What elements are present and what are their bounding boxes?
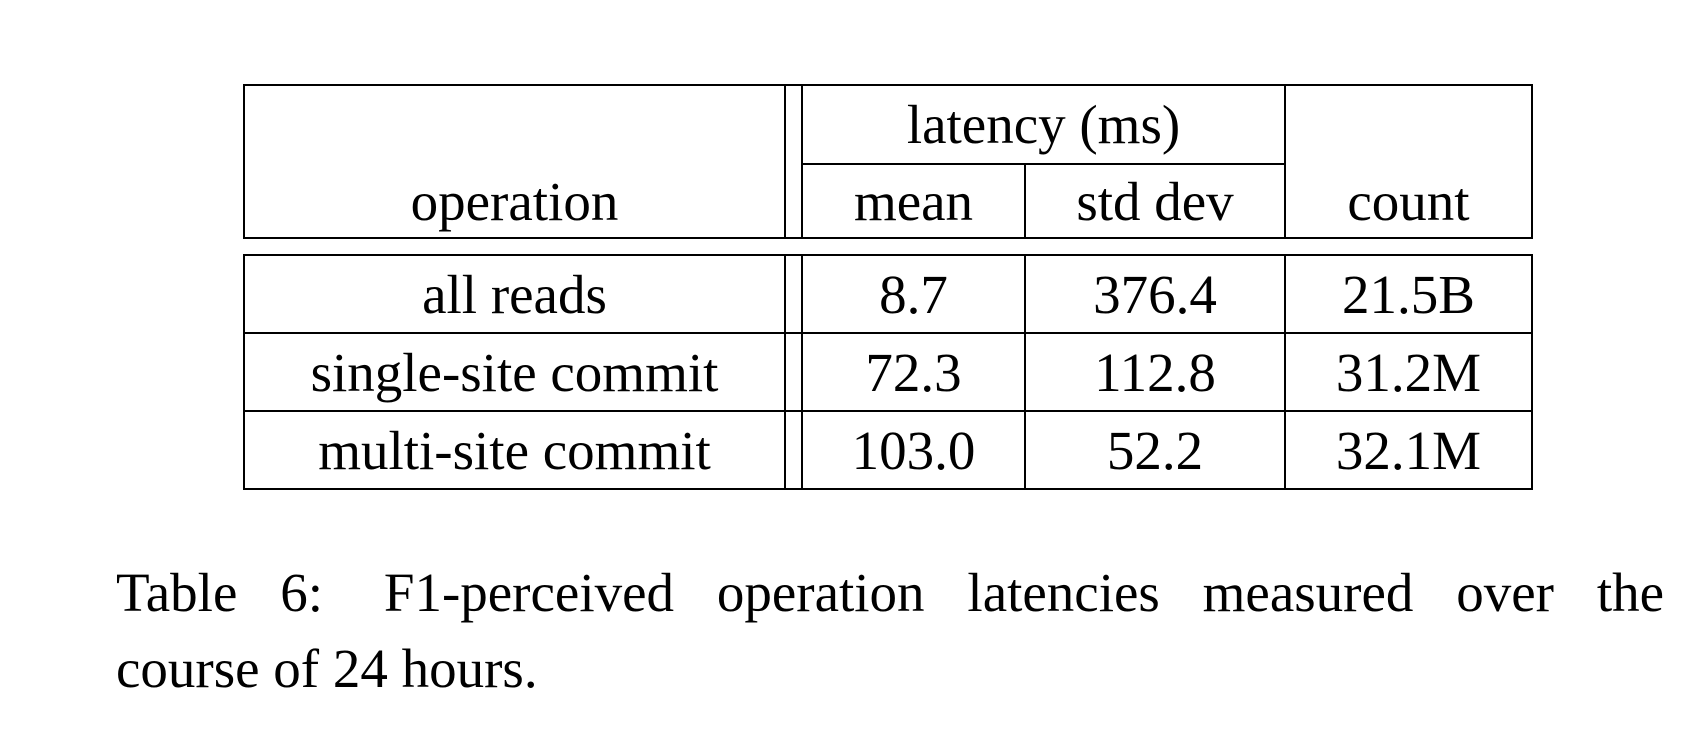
body-top-border: [243, 254, 1533, 256]
body-bottom-border: [243, 488, 1533, 490]
latency-table: latency (ms) operation mean std dev coun…: [243, 84, 1533, 490]
row-2-operation: single-site commit: [310, 341, 719, 403]
row-1-std-dev: 376.4: [1093, 263, 1217, 325]
header-double-rule-a: [784, 84, 786, 239]
header-count-divider: [1284, 84, 1286, 239]
body-row-rule-1: [243, 332, 1533, 334]
caption-label: Table 6:: [116, 562, 323, 623]
latency-subheader-rule: [801, 163, 1286, 165]
caption-line-2: course of 24 hours.: [116, 638, 538, 699]
body-mean-divider: [1024, 254, 1026, 490]
body-count-divider: [1284, 254, 1286, 490]
header-operation: operation: [410, 170, 619, 232]
header-bottom-border: [243, 237, 1533, 239]
row-3-std-dev: 52.2: [1106, 419, 1204, 481]
header-latency-group: latency (ms): [906, 94, 1181, 155]
row-2-count: 31.2M: [1335, 341, 1482, 403]
body-double-rule-b: [801, 254, 803, 490]
row-3-count: 32.1M: [1335, 419, 1482, 481]
body-left-border: [243, 254, 245, 490]
row-3-mean: 103.0: [851, 419, 976, 481]
header-top-border: [243, 84, 1533, 86]
body-row-rule-2: [243, 410, 1533, 412]
header-double-rule-b: [801, 84, 803, 239]
row-3-operation: multi-site commit: [318, 419, 711, 481]
body-right-border: [1531, 254, 1533, 490]
row-2-mean: 72.3: [865, 341, 962, 403]
table-caption: Table 6: F1-perceived operation latencie…: [116, 555, 1664, 707]
row-1-operation: all reads: [422, 263, 607, 325]
body-double-rule-a: [784, 254, 786, 490]
header-mean-divider: [1024, 163, 1026, 239]
header-count: count: [1347, 170, 1470, 232]
header-mean: mean: [853, 170, 974, 232]
row-1-count: 21.5B: [1342, 263, 1475, 325]
header-left-border: [243, 84, 245, 239]
caption-line-1: Table 6: F1-perceived operation latencie…: [116, 555, 1664, 631]
caption-text-1: F1-perceived operation latencies measure…: [383, 562, 1665, 623]
header-right-border: [1531, 84, 1533, 239]
row-2-std-dev: 112.8: [1094, 341, 1216, 403]
header-std-dev: std dev: [1076, 170, 1234, 232]
row-1-mean: 8.7: [879, 263, 948, 325]
